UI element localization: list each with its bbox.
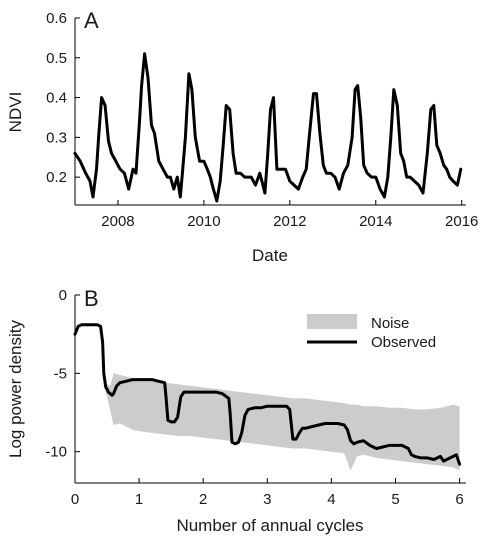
panel-b-x-tick-label: 4 [327,491,335,508]
panel-b-legend: Noise Observed [307,314,436,351]
panel-a-x-tick-label: 2016 [445,213,478,230]
panel-b-power-density-chart: 0 1 2 3 4 5 60-5-10 B Number of annual cycles … [6,286,466,535]
panel-a-x-tick-label: 2008 [101,213,134,230]
panel-b-y-tick-label: 0 [59,287,67,304]
panel-b-x-tick-label: 0 [71,491,79,508]
panel-b-y-tick-label: -5 [54,365,67,382]
panel-b-x-tick-label: 1 [135,491,143,508]
panel-a-y-axis-label: NDVI [6,92,25,133]
panel-a-ndvi-series-line [73,52,463,203]
panel-a-y-tick-label: 0.4 [46,90,67,107]
panel-a-x-tick-label: 2012 [273,213,306,230]
panel-a-y-tick-label: 0.2 [46,169,67,186]
panel-b-letter: B [84,286,99,311]
panel-a-y-tick-label: 0.6 [46,10,67,27]
panel-b-x-tick-label: 3 [263,491,271,508]
panel-a-ndvi-chart: 2008 2010 2012 2014 2016 0.2 0.3 0.4 0.5 0.6 A Da… [6,8,478,265]
panel-b-observed-series-line [73,323,462,466]
panel-b-y-tick-label: -10 [45,444,67,461]
panel-b-noise-band [103,373,460,471]
panel-a-letter: A [84,8,99,33]
legend-noise-swatch [307,314,357,329]
panel-a-x-tick-label: 2014 [359,213,392,230]
panel-b-x-tick-label: 6 [455,491,463,508]
panel-a-x-axis-label: Date [252,246,288,265]
panel-b-x-tick-label: 2 [199,491,207,508]
panel-b-y-axis-label: Log power density [6,320,25,458]
panel-b-ticks: 0 1 2 3 4 5 6 0 -5 -10 [45,287,463,508]
panel-a-x-tick-label: 2010 [187,213,220,230]
legend-observed-label: Observed [371,334,436,351]
panel-b-x-axis-label: Number of annual cycles [176,516,363,535]
panel-a-y-tick-label: 0.5 [46,50,67,67]
panel-a-axes [74,18,466,206]
legend-noise-label: Noise [371,315,409,332]
panel-b-x-tick-label: 5 [391,491,399,508]
panel-a-y-tick-label: 0.3 [46,129,67,146]
panel-a-ticks: 2008 2010 2012 2014 2016 0.2 0.3 0.4 0.5 0.6 [46,10,478,230]
